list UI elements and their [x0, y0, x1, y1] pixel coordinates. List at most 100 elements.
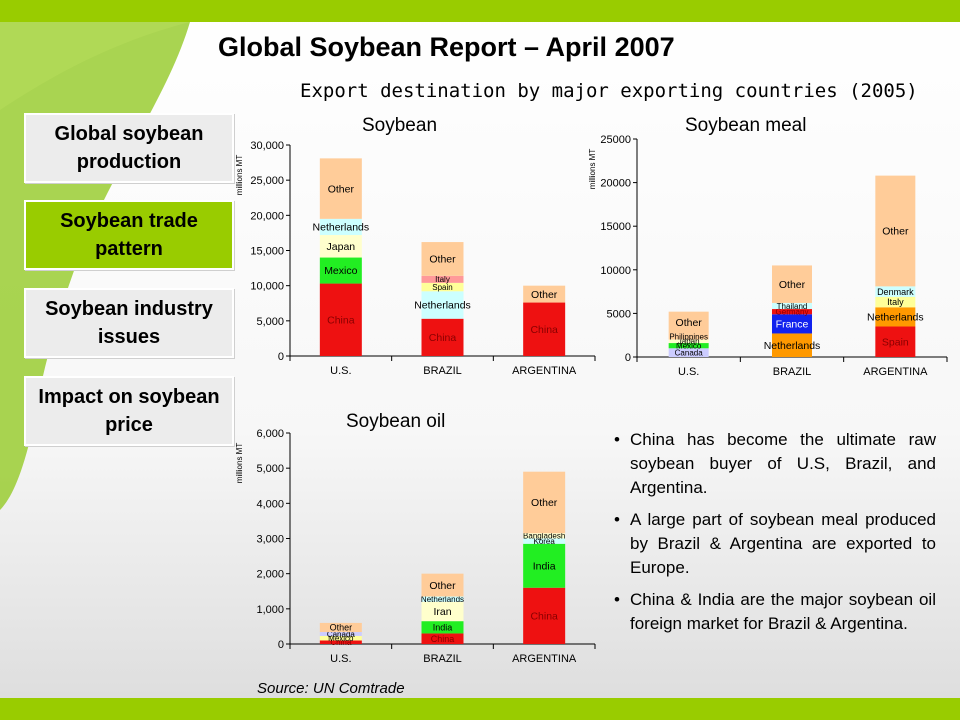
bar-segment	[319, 635, 362, 641]
bar-segment	[421, 621, 464, 634]
bar-segment	[319, 632, 362, 636]
y-tick-label: 15000	[600, 221, 631, 233]
segment-label: China	[429, 332, 457, 344]
bar-segment	[875, 286, 916, 297]
x-category-label: BRAZIL	[423, 365, 462, 377]
y-tick-label: 0	[625, 352, 631, 364]
segment-label: Philippines	[669, 332, 708, 341]
segment-label: Other	[779, 279, 806, 291]
bar-segment	[523, 285, 566, 303]
bar-segment	[319, 640, 362, 644]
bar-segment	[523, 587, 566, 644]
finding-text: A large part of soybean meal produced by…	[630, 510, 936, 577]
y-tick-label: 1,000	[256, 604, 284, 616]
finding-item: • China & India are the major soybean oil…	[614, 588, 936, 636]
y-tick-label: 3,000	[256, 534, 284, 546]
segment-label: Other	[531, 289, 558, 301]
soybean-meal-chart: millions MT 0 5000 10000 15000 20000 25000 Cana…	[588, 134, 948, 378]
x-category-label: U.S.	[330, 365, 351, 377]
segment-label: Netherlands	[414, 300, 471, 312]
segment-label: Spain	[882, 336, 909, 348]
bar-segment	[319, 257, 362, 284]
segment-label: Italy	[435, 275, 450, 284]
segment-label: Japan	[678, 337, 700, 346]
nav-label: Soybean trade pattern	[60, 210, 198, 260]
bar-segment	[421, 282, 464, 292]
bar-segment	[668, 343, 709, 349]
segment-label: Canada	[327, 630, 356, 639]
segment-label: Germany	[776, 307, 809, 316]
bar-segment	[875, 307, 916, 327]
bullet-glyph: •	[614, 510, 620, 529]
nav-label: Global soybean production	[54, 123, 204, 173]
bar-segment	[668, 348, 709, 357]
bar-segment	[523, 302, 566, 356]
bar-segment	[875, 175, 916, 287]
chart-title-soybean-oil: Soybean oil	[346, 411, 446, 432]
y-tick-label: 5000	[607, 308, 631, 320]
segment-label: Netherlands	[764, 340, 821, 352]
bar-segment	[523, 533, 566, 539]
top-accent-bar	[0, 0, 960, 22]
y-axis-label: millions MT	[235, 155, 244, 196]
segment-label: Other	[676, 317, 703, 329]
segment-label: Other	[328, 183, 355, 195]
y-tick-label: 20000	[600, 178, 631, 190]
segment-label: Mexico	[328, 634, 354, 643]
segment-label: Mexico	[324, 265, 357, 277]
y-tick-label: 25000	[600, 134, 631, 146]
findings-list: • China has become the ultimate raw soybe…	[614, 428, 936, 644]
segment-label: China	[431, 634, 455, 644]
segment-label: Netherlands	[421, 595, 464, 604]
bottom-accent-bar	[0, 698, 960, 720]
y-tick-label: 30,000	[250, 140, 284, 152]
y-tick-label: 15,000	[250, 246, 284, 258]
segment-label: Netherlands	[313, 222, 370, 234]
bar-segment	[421, 275, 464, 283]
x-category-label: ARGENTINA	[863, 366, 928, 378]
bar-segment	[523, 471, 566, 534]
segment-label: Bangladesh	[523, 532, 565, 541]
bar-segment	[772, 309, 812, 315]
segment-label: Other	[330, 623, 353, 633]
nav-soybean-trade-pattern[interactable]: Soybean trade pattern	[24, 200, 234, 270]
segment-label: Korea	[533, 537, 555, 546]
soybean-chart: millions MT 0 5,000 10,000 15,000 20,000 25,00…	[235, 140, 596, 377]
bar-segment	[772, 302, 812, 310]
bar-segment	[421, 573, 464, 597]
segment-label: China	[330, 638, 351, 647]
bar-segment	[421, 601, 464, 622]
bar-segment	[319, 235, 362, 258]
bar-segment	[421, 596, 464, 602]
nav-impact-on-soybean-price[interactable]: Impact on soybean price	[24, 376, 234, 446]
y-tick-label: 5,000	[256, 316, 284, 328]
nav-global-soybean-production[interactable]: Global soybean production	[24, 113, 234, 183]
y-tick-label: 0	[278, 351, 284, 363]
bar-segment	[875, 326, 916, 357]
segment-label: Netherlands	[867, 312, 924, 324]
bar-segment	[319, 158, 362, 219]
y-tick-label: 2,000	[256, 569, 284, 581]
page-subtitle: Export destination by major exporting co…	[300, 80, 918, 102]
segment-label: Denmark	[877, 287, 914, 297]
segment-label: Other	[882, 226, 909, 238]
bar-segment	[319, 622, 362, 633]
y-tick-label: 5,000	[256, 463, 284, 475]
bar-segment	[523, 538, 566, 544]
y-tick-label: 10,000	[250, 281, 284, 293]
bar-segment	[421, 633, 464, 644]
segment-label: Iran	[433, 606, 451, 618]
segment-label: China	[327, 314, 355, 326]
bar-segment	[421, 242, 464, 276]
bar-segment	[772, 333, 812, 357]
x-category-label: BRAZIL	[423, 653, 462, 665]
nav-label: Soybean industry issues	[45, 298, 213, 348]
segment-label: India	[533, 560, 556, 572]
nav-soybean-industry-issues[interactable]: Soybean industry issues	[24, 288, 234, 358]
bar-segment	[421, 291, 464, 319]
finding-item: • China has become the ultimate raw soybe…	[614, 428, 936, 500]
nav-label: Impact on soybean price	[38, 386, 220, 436]
finding-item: • A large part of soybean meal produced b…	[614, 508, 936, 580]
segment-label: China	[530, 611, 558, 623]
x-category-label: ARGENTINA	[512, 365, 577, 377]
